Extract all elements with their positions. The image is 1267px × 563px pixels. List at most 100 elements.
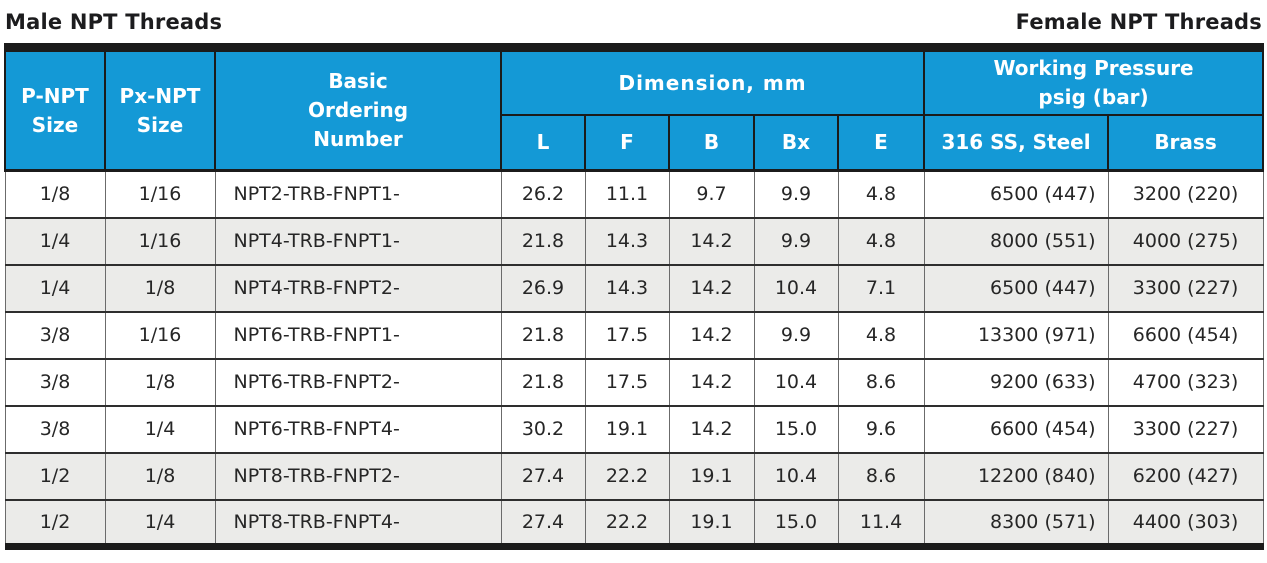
px-npt-size-cell: 1/16 — [104, 216, 216, 265]
table-row: 3/8 1/16 NPT6-TRB-FNPT1- 21.8 17.5 14.2 9.9 4.8… — [4, 310, 1264, 359]
dim-bx-cell: 9.9 — [753, 310, 839, 359]
p-npt-size-cell: 1/4 — [4, 263, 106, 312]
pressure-brass-cell: 6200 (427) — [1107, 451, 1264, 500]
section-headings: Male NPT Threads Female NPT Threads — [0, 0, 1267, 43]
pressure-ss-steel-cell: 6500 (447) — [923, 169, 1109, 218]
dim-e-header: E — [836, 113, 926, 172]
basic-ordering-number-cell: NPT8-TRB-FNPT2- — [214, 451, 502, 500]
female-npt-threads-heading: Female NPT Threads — [1015, 10, 1262, 34]
pressure-brass-cell: 4400 (303) — [1107, 498, 1264, 547]
basic-ordering-number-cell: NPT2-TRB-FNPT1- — [214, 169, 502, 218]
p-npt-size-cell: 1/2 — [4, 451, 106, 500]
p-npt-size-cell: 3/8 — [4, 357, 106, 406]
dim-l-cell: 26.9 — [500, 263, 586, 312]
dim-bx-cell: 10.4 — [753, 263, 839, 312]
pressure-brass-cell: 3300 (227) — [1107, 263, 1264, 312]
dim-e-cell: 4.8 — [837, 169, 925, 218]
dim-bx-cell: 15.0 — [753, 404, 839, 453]
pressure-ss-steel-cell: 8000 (551) — [923, 216, 1109, 265]
p-npt-size-cell: 1/2 — [4, 498, 106, 547]
dim-f-cell: 19.1 — [584, 404, 670, 453]
dim-l-cell: 30.2 — [500, 404, 586, 453]
table-row: 1/2 1/4 NPT8-TRB-FNPT4- 27.4 22.2 19.1 15.0 11.… — [4, 498, 1264, 547]
table-row: 1/4 1/16 NPT4-TRB-FNPT1- 21.8 14.3 14.2 9.9 4.8… — [4, 216, 1264, 265]
dim-e-cell: 8.6 — [837, 357, 925, 406]
dim-b-cell: 14.2 — [668, 357, 755, 406]
header-sub-row: L F B Bx E 316 SS, Steel Brass — [5, 113, 1265, 172]
dim-f-cell: 17.5 — [584, 357, 670, 406]
pressure-ss-steel-cell: 6600 (454) — [923, 404, 1109, 453]
dim-f-cell: 22.2 — [584, 498, 670, 547]
dim-b-cell: 19.1 — [668, 451, 755, 500]
p-npt-size-cell: 3/8 — [4, 310, 106, 359]
dim-b-cell: 9.7 — [668, 169, 755, 218]
working-pressure-group-header: Working Pressure psig (bar) — [923, 46, 1265, 116]
dim-bx-header: Bx — [753, 113, 839, 172]
npt-adapter-table: P-NPT Size Px-NPT Size Basic Ordering Nu… — [4, 43, 1265, 550]
basic-ordering-number-cell: NPT4-TRB-FNPT2- — [214, 263, 502, 312]
basic-ordering-number-cell: NPT6-TRB-FNPT2- — [214, 357, 502, 406]
px-npt-size-cell: 1/16 — [104, 169, 216, 218]
dim-f-header: F — [584, 113, 670, 172]
pressure-brass-header: Brass — [1107, 113, 1265, 172]
dim-bx-cell: 9.9 — [753, 169, 839, 218]
dim-f-cell: 22.2 — [584, 451, 670, 500]
dim-bx-cell: 10.4 — [753, 451, 839, 500]
p-npt-size-header: P-NPT Size — [4, 46, 106, 172]
male-npt-threads-heading: Male NPT Threads — [5, 10, 223, 34]
table-row: 3/8 1/8 NPT6-TRB-FNPT2- 21.8 17.5 14.2 10.4 8.6… — [4, 357, 1264, 406]
dim-b-cell: 19.1 — [668, 498, 755, 547]
dim-l-cell: 27.4 — [500, 451, 586, 500]
p-npt-size-cell: 1/4 — [4, 216, 106, 265]
pressure-brass-cell: 4700 (323) — [1107, 357, 1264, 406]
px-npt-size-cell: 1/8 — [104, 263, 216, 312]
basic-ordering-number-header: Basic Ordering Number — [214, 46, 502, 172]
px-npt-size-cell: 1/8 — [104, 451, 216, 500]
pressure-ss-steel-cell: 9200 (633) — [923, 357, 1109, 406]
pressure-brass-cell: 3300 (227) — [1107, 404, 1264, 453]
pressure-brass-cell: 4000 (275) — [1107, 216, 1264, 265]
dim-l-cell: 27.4 — [500, 498, 586, 547]
px-npt-size-cell: 1/8 — [104, 357, 216, 406]
pressure-ss-steel-cell: 13300 (971) — [923, 310, 1109, 359]
table-body: 1/8 1/16 NPT2-TRB-FNPT1- 26.2 11.1 9.7 9.9 4.8 6… — [4, 169, 1264, 547]
pressure-ss-steel-cell: 6500 (447) — [923, 263, 1109, 312]
dim-b-cell: 14.2 — [668, 404, 755, 453]
p-npt-size-cell: 3/8 — [4, 404, 106, 453]
basic-ordering-number-cell: NPT4-TRB-FNPT1- — [214, 216, 502, 265]
pressure-brass-cell: 3200 (220) — [1107, 169, 1264, 218]
basic-ordering-number-cell: NPT6-TRB-FNPT4- — [214, 404, 502, 453]
dim-f-cell: 17.5 — [584, 310, 670, 359]
dim-bx-cell: 15.0 — [753, 498, 839, 547]
px-npt-size-cell: 1/4 — [104, 498, 216, 547]
pressure-brass-cell: 6600 (454) — [1107, 310, 1264, 359]
table-row: 3/8 1/4 NPT6-TRB-FNPT4- 30.2 19.1 14.2 15.0 9.6… — [4, 404, 1264, 453]
header-group-row: P-NPT Size Px-NPT Size Basic Ordering Nu… — [4, 46, 1265, 172]
px-npt-size-cell: 1/16 — [104, 310, 216, 359]
dim-f-cell: 11.1 — [584, 169, 670, 218]
dim-b-cell: 14.2 — [668, 310, 755, 359]
px-npt-size-header: Px-NPT Size — [104, 46, 216, 172]
dim-e-cell: 7.1 — [837, 263, 925, 312]
dim-l-cell: 21.8 — [500, 216, 586, 265]
p-npt-size-cell: 1/8 — [4, 169, 106, 218]
table-row: 1/2 1/8 NPT8-TRB-FNPT2- 27.4 22.2 19.1 10.4 8.6… — [4, 451, 1264, 500]
dim-b-cell: 14.2 — [668, 216, 755, 265]
dim-bx-cell: 9.9 — [753, 216, 839, 265]
dimension-group-header: Dimension, mm — [499, 46, 926, 116]
dim-l-cell: 21.8 — [500, 357, 586, 406]
dim-l-header: L — [500, 113, 586, 172]
dim-e-cell: 4.8 — [837, 216, 925, 265]
dim-l-cell: 26.2 — [500, 169, 586, 218]
basic-ordering-number-cell: NPT6-TRB-FNPT1- — [214, 310, 502, 359]
pressure-ss-steel-header: 316 SS, Steel — [923, 113, 1110, 172]
dim-f-cell: 14.3 — [584, 216, 670, 265]
pressure-ss-steel-cell: 12200 (840) — [923, 451, 1109, 500]
dim-e-cell: 11.4 — [837, 498, 925, 547]
pressure-ss-steel-cell: 8300 (571) — [923, 498, 1109, 547]
table-row: 1/4 1/8 NPT4-TRB-FNPT2- 26.9 14.3 14.2 10.4 7.1… — [4, 263, 1264, 312]
table-row: 1/8 1/16 NPT2-TRB-FNPT1- 26.2 11.1 9.7 9.9 4.8 6… — [4, 169, 1264, 218]
dim-e-cell: 4.8 — [837, 310, 925, 359]
dim-f-cell: 14.3 — [584, 263, 670, 312]
